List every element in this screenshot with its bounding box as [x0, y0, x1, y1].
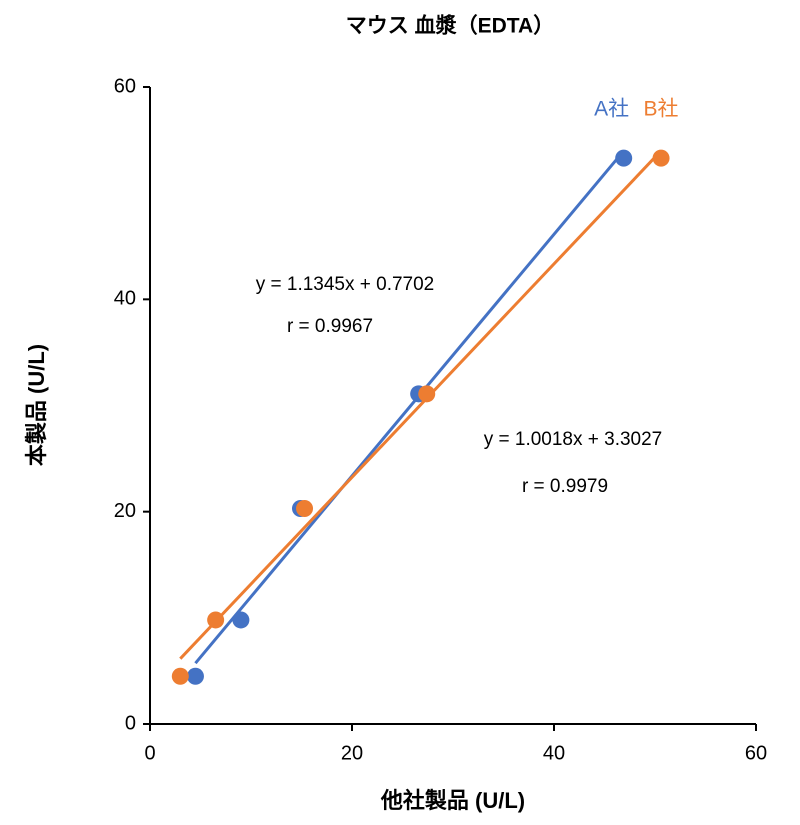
- point: [615, 149, 633, 167]
- y-tick-label: 40: [114, 288, 136, 310]
- trend-line: [179, 149, 663, 660]
- annotation: r = 0.9979: [522, 476, 608, 497]
- y-tick-label: 0: [125, 712, 136, 734]
- point: [186, 667, 204, 685]
- x-tick-label: 0: [144, 742, 155, 764]
- series-label: B社: [644, 98, 679, 121]
- point: [418, 385, 436, 403]
- point: [207, 611, 225, 629]
- x-axis-title: 他社製品 (U/L): [380, 788, 525, 813]
- x-tick-label: 60: [745, 742, 767, 764]
- y-axis-title: 本製品 (U/L): [24, 344, 49, 466]
- annotation: y = 1.0018x + 3.3027: [484, 429, 663, 450]
- x-tick-label: 20: [341, 742, 363, 764]
- annotation: y = 1.1345x + 0.7702: [256, 274, 435, 295]
- chart-title: マウス 血漿（EDTA）: [346, 14, 554, 38]
- annotation: r = 0.9967: [287, 316, 373, 337]
- point: [296, 499, 314, 517]
- y-tick-label: 60: [114, 75, 136, 97]
- point: [232, 611, 250, 629]
- x-tick-label: 40: [543, 742, 565, 764]
- series-label: A社: [594, 98, 629, 121]
- y-tick-label: 20: [114, 500, 136, 522]
- point: [652, 149, 670, 167]
- point: [171, 667, 189, 685]
- trend-line: [194, 149, 625, 665]
